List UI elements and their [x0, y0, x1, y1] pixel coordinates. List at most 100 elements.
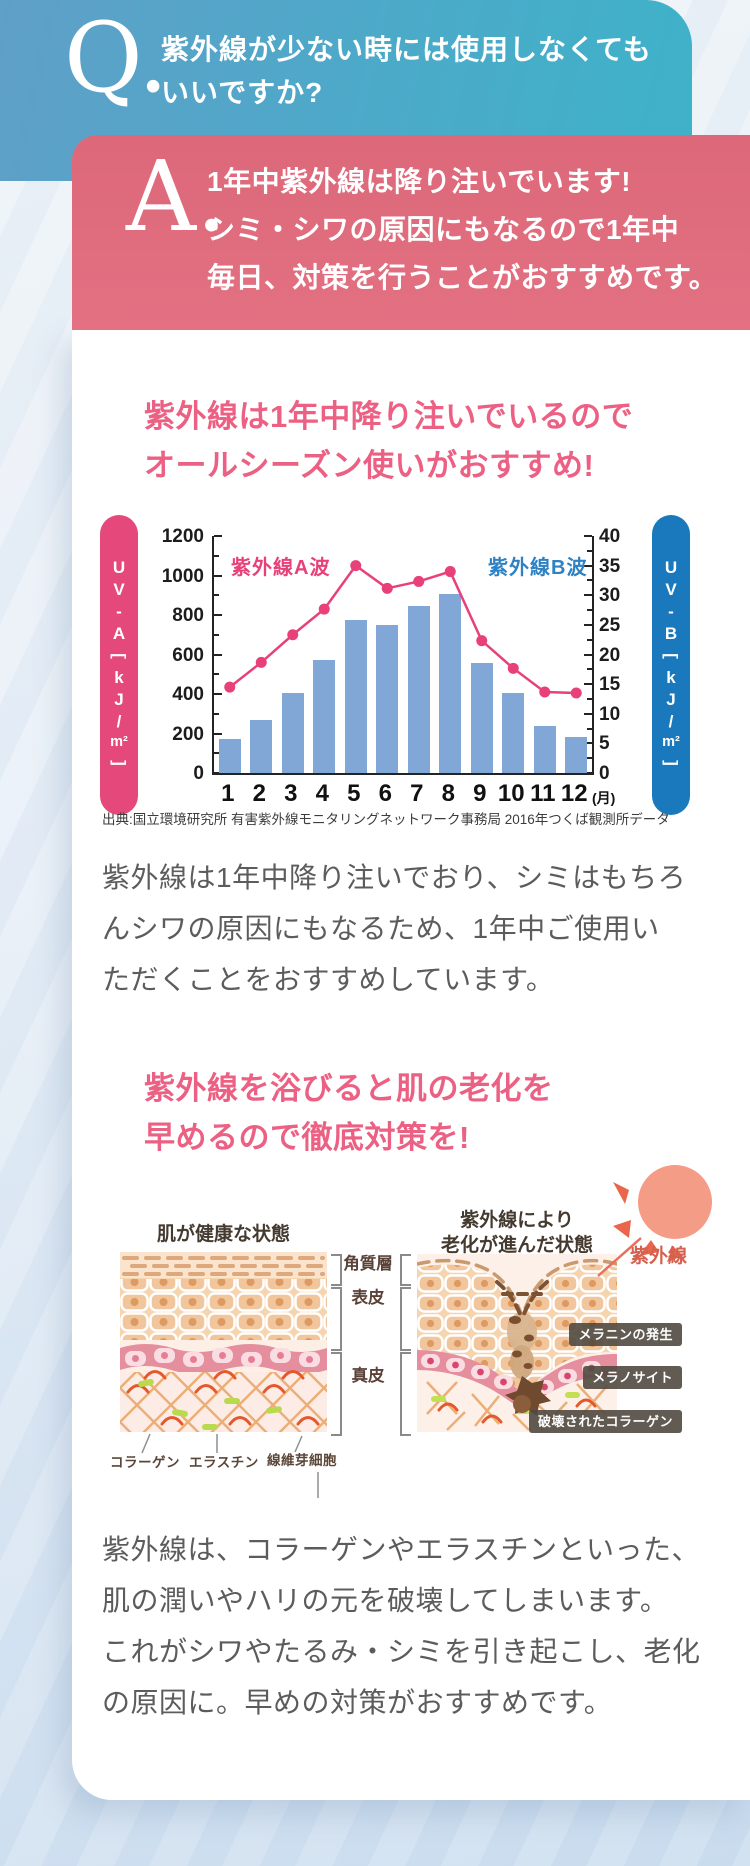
badge-destroyed-collagen: 破壊されたコラーゲン	[528, 1410, 682, 1433]
section2-body-line-3: これがシワやたるみ・シミを引き起こし、老化	[102, 1636, 701, 1667]
answer-line-1: 1年中紫外線は降り注いでいます!	[207, 166, 632, 197]
section1-heading-line-2: オールシーズン使いがおすすめ!	[144, 448, 595, 483]
right-axis-tick	[587, 579, 592, 582]
right-axis-tick	[584, 712, 592, 715]
axis-pill-char: U	[664, 557, 678, 577]
answer-line-2: シミ・シワの原因にもなるので1年中	[207, 214, 680, 245]
uv-a-point-month-1	[224, 681, 236, 693]
bar-month-7	[407, 605, 430, 773]
month-unit-label: (月)	[592, 790, 616, 806]
question-text: 紫外線が少ない時には使用しなくても いいですか?	[161, 28, 652, 114]
left-axis-tick	[214, 712, 219, 715]
bracket-left-epidermis	[400, 1287, 411, 1351]
section2-heading-line-1: 紫外線を浴びると肌の老化を	[144, 1071, 554, 1106]
bar-month-5	[344, 620, 367, 773]
layer-label-epidermis: 表皮	[351, 1289, 385, 1307]
damaged-skin-caption-line-1: 紫外線により	[460, 1210, 574, 1231]
uv-a-point-month-3	[287, 629, 299, 641]
damaged-skin-caption-line-2: 老化が進んだ状態	[440, 1235, 593, 1256]
section1-body-line-2: んシワの原因にもなるため、1年中ご使用い	[102, 913, 660, 944]
bar-month-9	[470, 663, 493, 773]
damaged-skin-caption: 紫外線により 老化が進んだ状態	[417, 1208, 617, 1258]
sun-icon	[597, 1165, 712, 1277]
content-card	[72, 330, 750, 1800]
bar-month-4	[313, 660, 336, 773]
part-label-connectors	[141, 1433, 319, 1498]
axis-pill-char: B	[664, 623, 678, 643]
section2-body-line-1: 紫外線は、コラーゲンやエラスチンといった、	[102, 1534, 700, 1565]
uv-b-axis-pill: U V - B [k J / m²]	[652, 515, 690, 815]
axis-pill-char: V	[113, 579, 125, 599]
left-axis-tick	[214, 574, 222, 577]
left-axis-tick	[214, 673, 219, 676]
right-axis-tick	[584, 623, 592, 626]
right-axis-tick	[584, 772, 592, 774]
bar-month-6	[376, 624, 399, 773]
left-axis-tick	[214, 653, 222, 656]
uv-a-point-month-10	[507, 662, 519, 674]
answer-card	[72, 135, 750, 330]
axis-pill-char: ]	[109, 759, 129, 766]
layer-label-stratum-corneum: 角質層	[343, 1255, 393, 1273]
badge-melanin: メラニンの発生	[569, 1323, 682, 1346]
healthy-skin-illustration	[120, 1252, 327, 1432]
axis-pill-char: -	[116, 601, 122, 621]
uv-a-point-month-8	[444, 566, 456, 578]
question-card: Q. 紫外線が少ない時には使用しなくても いいですか?	[0, 0, 692, 181]
left-axis-tick	[214, 752, 219, 755]
left-axis-tick	[214, 633, 219, 636]
axis-pill-char: U	[112, 557, 126, 577]
uv-a-point-month-6	[381, 582, 393, 594]
bar-month-3	[281, 693, 304, 773]
bar-month-1	[218, 739, 241, 773]
axis-pill-char: m²	[110, 733, 128, 750]
axis-pill-char: /	[668, 711, 674, 731]
a-letter: A.	[126, 140, 227, 253]
uv-a-point-month-11	[539, 686, 551, 698]
left-axis-tick	[214, 693, 222, 695]
axis-pill-char: /	[116, 711, 122, 731]
healthy-skin-caption: 肌が健康な状態	[156, 1224, 290, 1245]
section2-body: 紫外線は、コラーゲンやエラスチンといった、 肌の潤いやハリの元を破壊してしまいま…	[102, 1524, 701, 1728]
left-axis-tick	[214, 594, 219, 597]
uv-a-point-month-12	[570, 687, 582, 699]
bracket-left-dermis	[400, 1352, 411, 1436]
axis-pill-char: -	[668, 601, 674, 621]
section2-body-line-2: 肌の潤いやハリの元を破壊してしまいます。	[102, 1585, 669, 1616]
section2-heading: 紫外線を浴びると肌の老化を 早めるので徹底対策を!	[144, 1064, 554, 1162]
uv-a-point-month-7	[413, 575, 425, 587]
section2-heading-line-2: 早めるので徹底対策を!	[144, 1120, 470, 1155]
right-axis-tick	[584, 594, 592, 597]
axis-pill-char: ]	[661, 759, 681, 766]
bracket-right-stratum	[331, 1254, 342, 1286]
bracket-left-stratum	[400, 1254, 411, 1286]
section1-heading-line-1: 紫外線は1年中降り注いでいるので	[144, 399, 634, 434]
left-axis-tick	[214, 614, 222, 616]
bar-month-11	[533, 726, 556, 773]
section1-body-line-3: ただくことをおすすめしています。	[102, 964, 555, 995]
right-axis-tick	[587, 668, 592, 671]
part-label-fibroblast: 線維芽細胞	[267, 1453, 337, 1468]
uv-a-point-month-4	[318, 603, 330, 615]
bar-month-8	[439, 594, 462, 773]
uv-a-point-month-2	[255, 656, 267, 668]
uv-a-point-month-5	[350, 560, 362, 572]
left-axis-tick	[214, 772, 222, 774]
axis-pill-char: k	[114, 667, 124, 687]
section1-body: 紫外線は1年中降り注いでおり、シミはもちろ んシワの原因にもなるため、1年中ご使…	[102, 852, 686, 1005]
right-axis-tick	[584, 742, 592, 745]
right-axis-tick	[587, 549, 592, 552]
right-axis-tick	[587, 697, 592, 700]
chart-plot-area	[212, 535, 594, 775]
chart-source-note: 出典:国立環境研究所 有害紫外線モニタリングネットワーク事務局 2016年つくば…	[102, 812, 670, 827]
section2-body-line-4: の原因に。早めの対策がおすすめです。	[102, 1687, 613, 1718]
axis-pill-char: J	[114, 689, 124, 709]
part-label-elastin: エラスチン	[189, 1455, 259, 1470]
right-axis-tick	[587, 609, 592, 612]
layer-label-dermis: 真皮	[351, 1367, 385, 1385]
part-label-collagen: コラーゲン	[110, 1455, 180, 1470]
bar-month-12	[565, 736, 588, 773]
right-axis-tick	[584, 535, 592, 537]
bracket-right-dermis	[331, 1352, 342, 1436]
